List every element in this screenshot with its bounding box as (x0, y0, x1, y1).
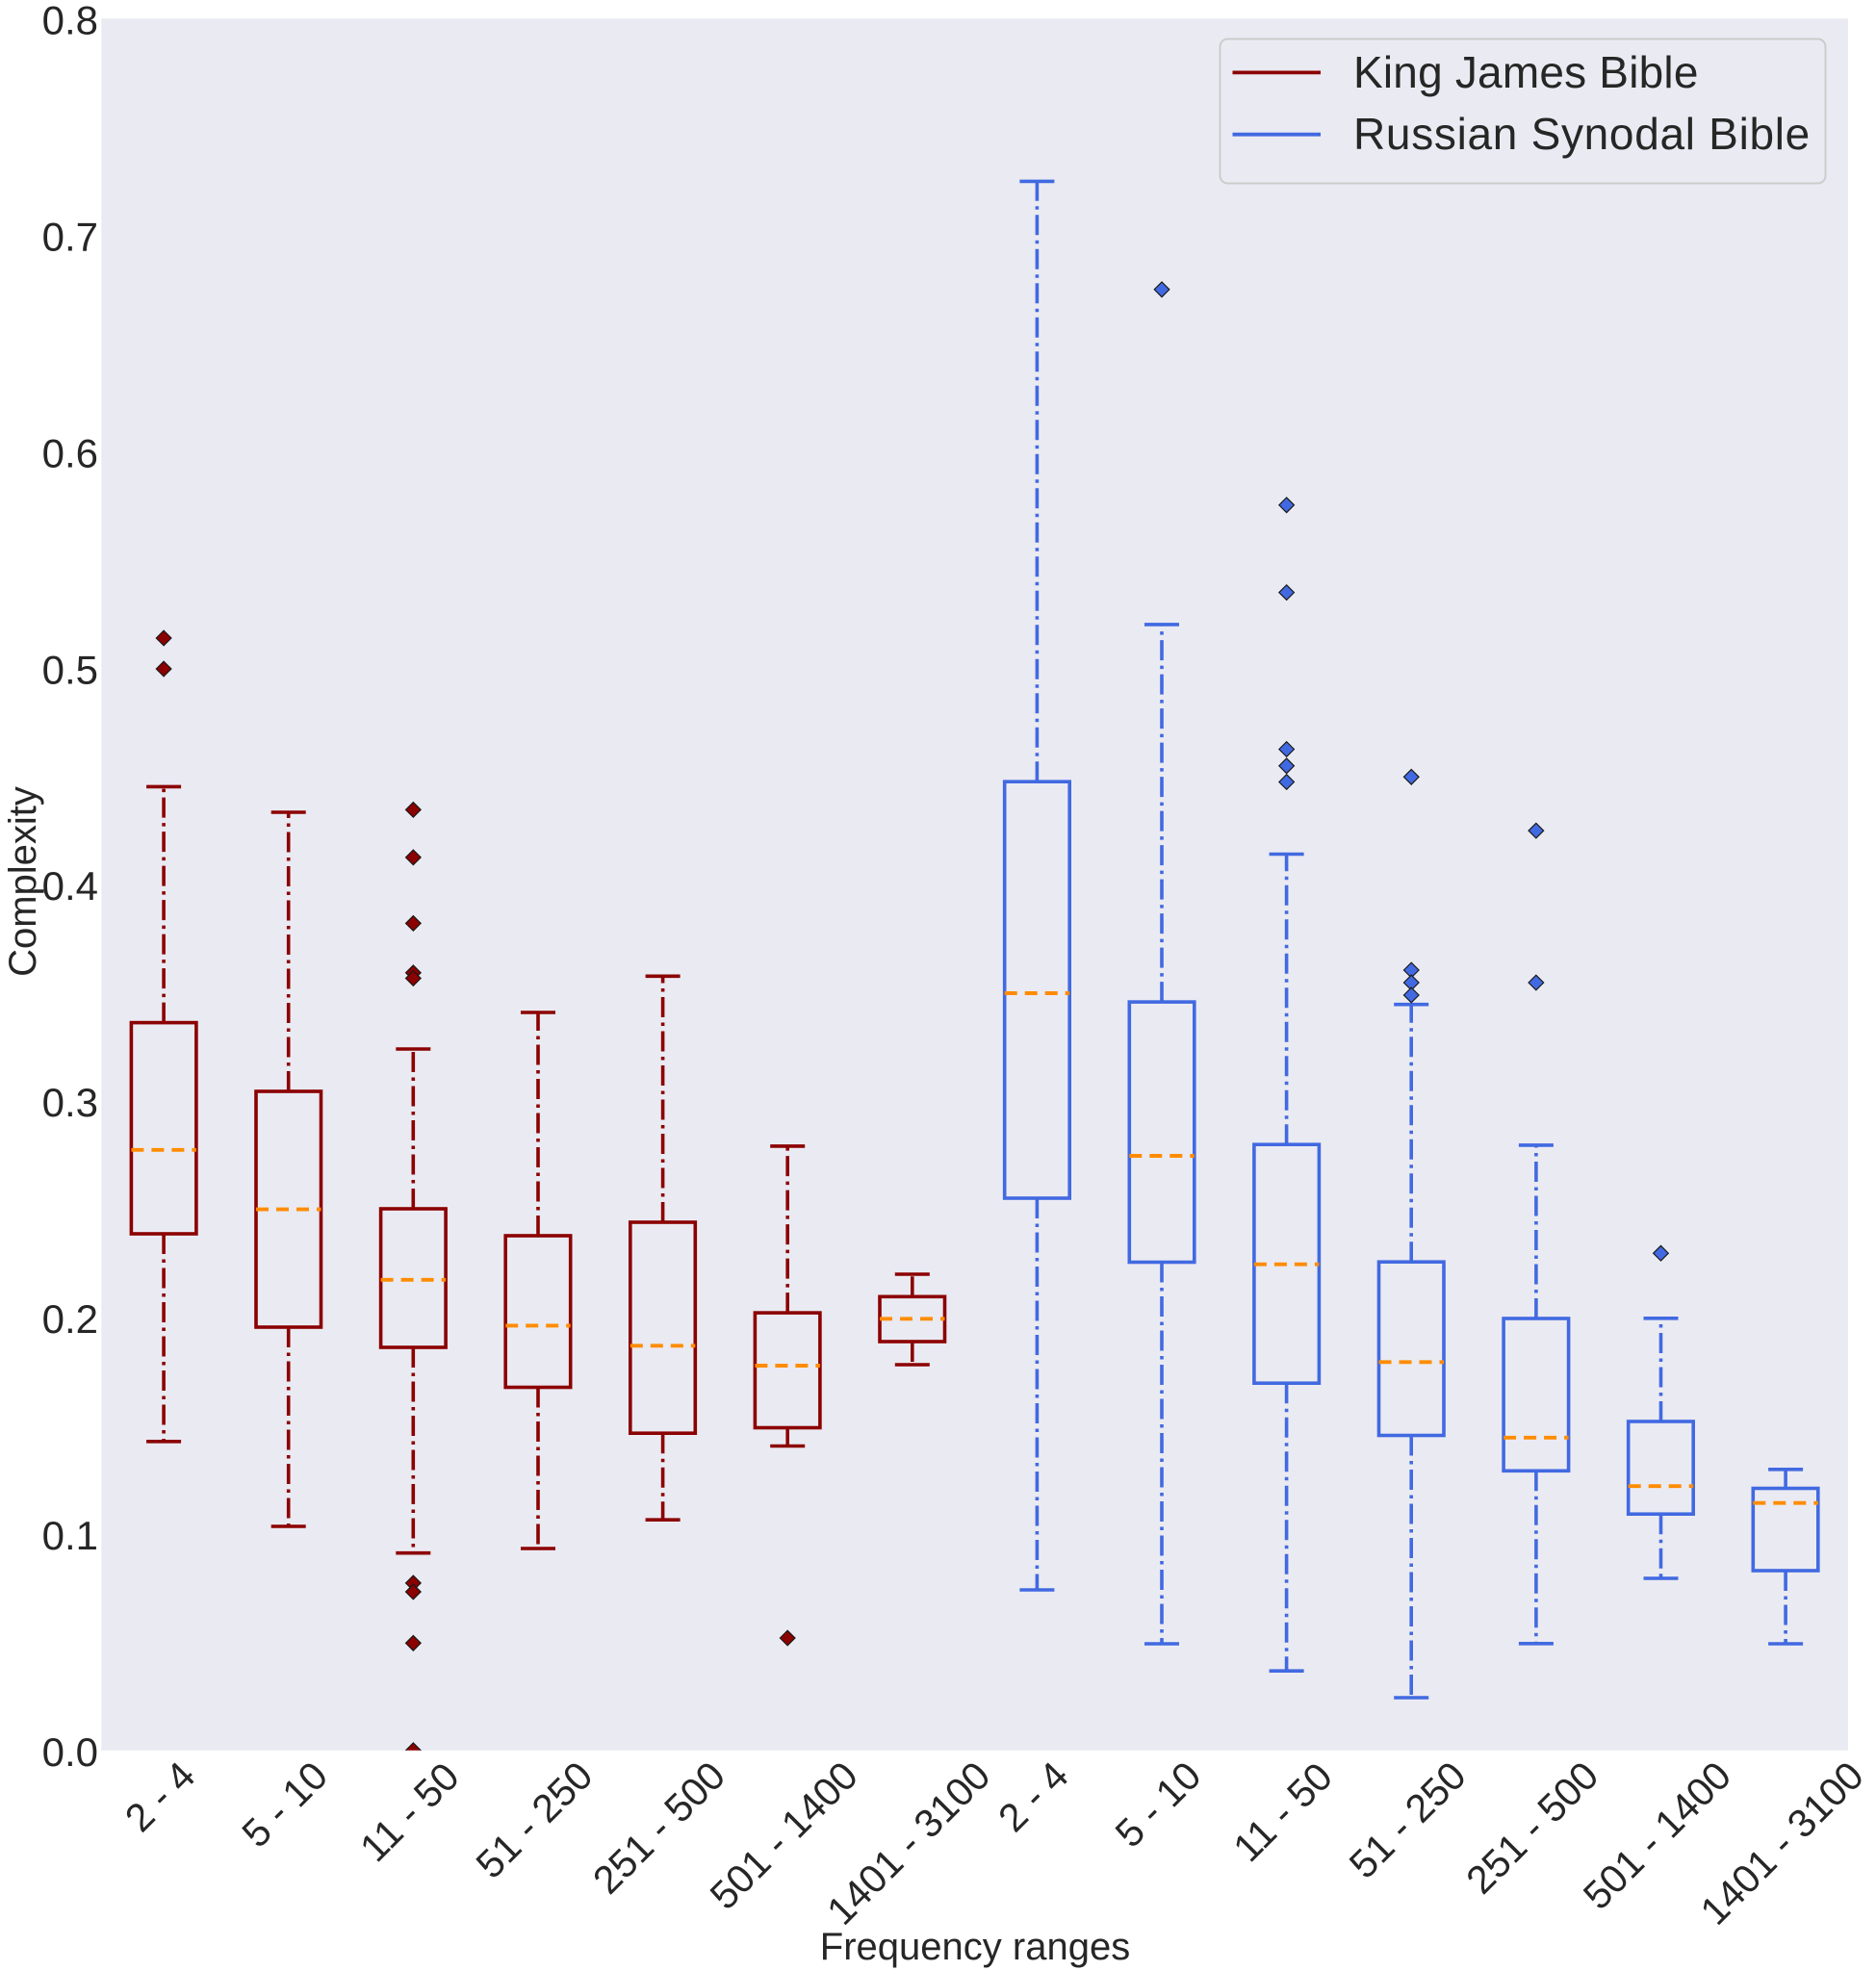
svg-text:0.1: 0.1 (42, 1513, 98, 1558)
svg-text:0.7: 0.7 (42, 214, 98, 259)
svg-text:0.2: 0.2 (42, 1296, 98, 1342)
svg-text:0.6: 0.6 (42, 430, 98, 475)
svg-text:0.4: 0.4 (42, 863, 98, 909)
svg-text:Russian Synodal Bible: Russian Synodal Bible (1353, 109, 1811, 159)
svg-text:0.5: 0.5 (42, 647, 98, 692)
svg-text:0.0: 0.0 (42, 1729, 98, 1775)
svg-text:King James Bible: King James Bible (1353, 47, 1699, 97)
svg-text:Complexity: Complexity (2, 786, 44, 977)
svg-text:0.8: 0.8 (42, 0, 98, 43)
svg-text:0.3: 0.3 (42, 1080, 98, 1125)
svg-text:Frequency ranges: Frequency ranges (820, 1926, 1130, 1968)
